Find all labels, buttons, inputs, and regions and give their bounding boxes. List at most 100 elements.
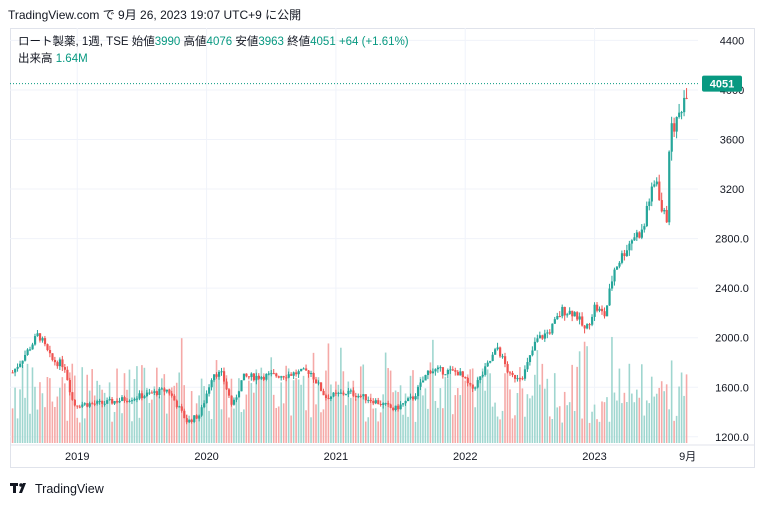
candle-body	[178, 406, 181, 408]
volume-bar	[354, 398, 357, 443]
candle-body	[675, 116, 678, 132]
volume-bar	[250, 383, 253, 443]
candle-body	[339, 392, 343, 394]
volume-bar	[265, 380, 268, 443]
volume-bar	[83, 418, 86, 443]
candle-body	[586, 324, 589, 329]
candle-body	[31, 344, 34, 350]
volume-bar	[128, 369, 131, 443]
candle-body	[58, 359, 62, 367]
volume-bar	[593, 404, 596, 443]
volume-bar	[412, 370, 414, 443]
candle-body	[158, 388, 161, 396]
candle-body	[290, 374, 293, 376]
volume-bar	[417, 388, 419, 443]
volume-bar	[277, 406, 280, 443]
volume-bar	[235, 399, 238, 443]
candle-body	[108, 398, 111, 401]
volume-bar	[54, 406, 56, 443]
volume-bar	[19, 389, 21, 443]
candle-body	[436, 367, 440, 370]
candle-body	[591, 316, 594, 325]
candle-body	[257, 375, 260, 379]
volume-bar	[633, 402, 636, 443]
candle-body	[506, 364, 509, 373]
candle-body	[88, 403, 91, 407]
y-tick-label: 4400	[720, 35, 744, 47]
candle-body	[441, 367, 445, 375]
candle-body	[615, 266, 619, 270]
candle-body	[449, 369, 452, 371]
footer-brand[interactable]: TradingView	[10, 480, 104, 498]
candle-body	[160, 388, 164, 390]
volume-bar	[665, 384, 668, 443]
candle-body	[232, 399, 236, 405]
volume-bar	[213, 379, 215, 443]
candle-body	[113, 401, 116, 404]
volume-bar	[369, 393, 372, 443]
volume-bar	[253, 392, 255, 443]
candle-body	[327, 398, 330, 400]
candle-body	[421, 380, 425, 383]
candle-body	[168, 389, 171, 394]
legend-volume-value: 1.64M	[55, 53, 88, 65]
volume-bar	[280, 382, 282, 443]
candle-body	[359, 395, 362, 397]
volume-bar	[136, 366, 138, 443]
candle-body	[140, 393, 144, 399]
candle-body	[163, 388, 166, 392]
candle-body	[116, 401, 119, 403]
volume-bar	[598, 421, 601, 443]
legend-symbol[interactable]: ロート製薬, 1週, TSE	[18, 36, 129, 48]
volume-bar	[337, 384, 340, 443]
candle-body	[504, 356, 507, 365]
candle-body	[387, 403, 390, 405]
candle-body	[362, 394, 365, 397]
volume-bar	[233, 408, 235, 443]
candle-body	[312, 373, 315, 380]
volume-bar	[496, 416, 499, 443]
volume-bar	[364, 421, 367, 443]
volume-bar	[653, 396, 656, 443]
volume-bar	[536, 350, 539, 443]
volume-bar	[397, 391, 399, 443]
volume-bar	[534, 374, 536, 443]
volume-bar	[658, 387, 661, 443]
candle-body	[41, 338, 44, 341]
candle-body	[173, 395, 176, 401]
candle-body	[531, 350, 534, 356]
volume-bar	[670, 360, 673, 443]
volume-bar	[108, 382, 111, 443]
volume-bar	[576, 366, 578, 443]
candle-body	[267, 373, 270, 375]
volume-bar	[238, 378, 240, 443]
volume-bar	[317, 377, 320, 443]
volume-bar	[683, 395, 685, 443]
volume-bar	[442, 408, 444, 443]
volume-bar	[106, 400, 108, 443]
candle-body	[583, 325, 586, 329]
volume-bar	[581, 418, 583, 443]
candle-body	[329, 396, 333, 399]
candle-body	[295, 372, 298, 375]
candle-body	[324, 395, 328, 399]
volume-bar	[660, 381, 663, 443]
legend-open-label: 始値	[131, 36, 155, 48]
candle-body	[399, 404, 402, 410]
volume-bar	[322, 409, 325, 443]
candle-body	[605, 305, 609, 317]
candle-body	[242, 373, 246, 381]
volume-bar	[76, 417, 79, 443]
candle-body	[439, 367, 442, 369]
volume-bar	[91, 369, 93, 443]
volume-bar	[223, 370, 225, 443]
price-chart[interactable]: 44004000360032002800.02400.02000.01600.0…	[10, 28, 755, 468]
candle-body	[133, 398, 136, 401]
candle-body	[272, 373, 275, 375]
volume-bar	[46, 377, 49, 443]
volume-bar	[98, 384, 101, 443]
candle-body	[28, 349, 32, 351]
candle-body	[150, 392, 154, 394]
volume-bar	[392, 392, 394, 443]
candle-body	[379, 403, 382, 406]
